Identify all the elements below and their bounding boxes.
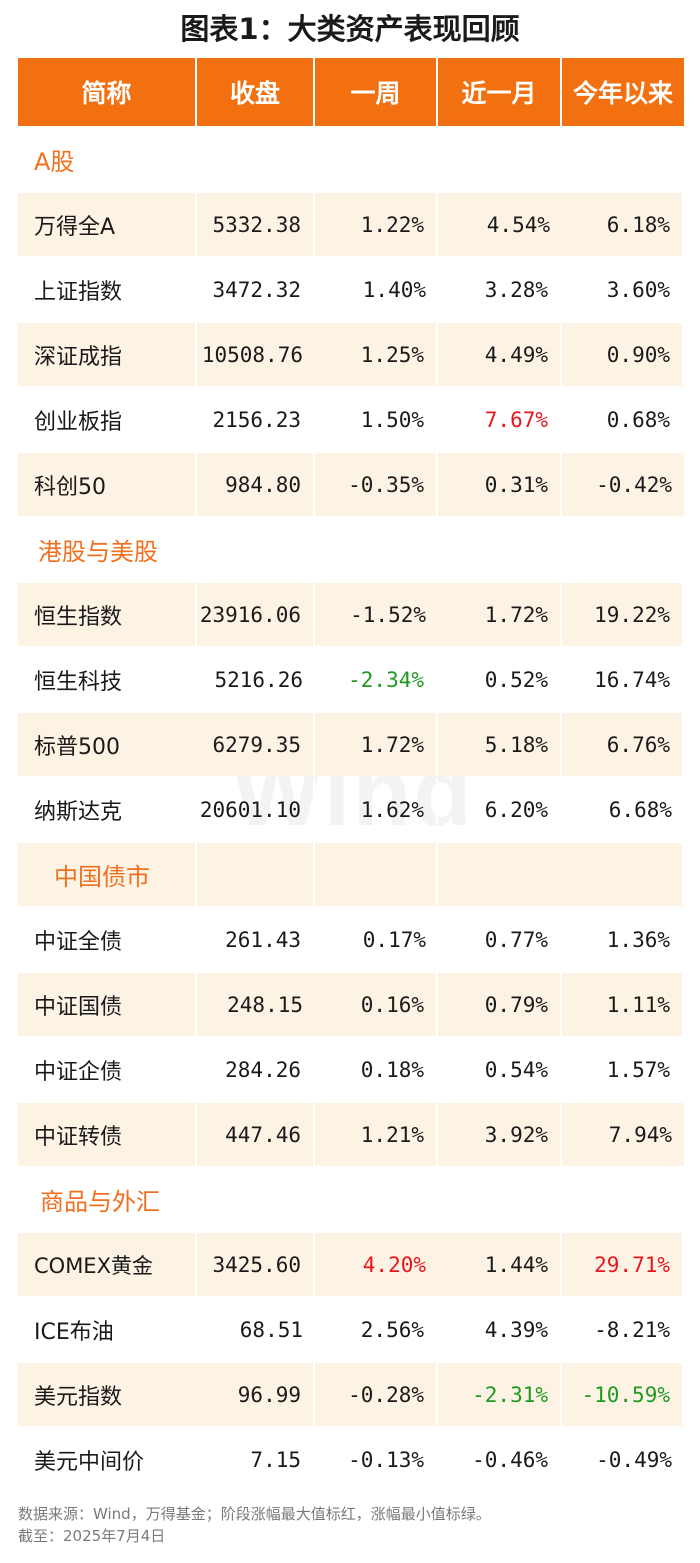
cell-week: -1.52%: [315, 583, 438, 646]
cell-ytd: -0.49%: [596, 1447, 672, 1472]
cell-close: 20601.10: [197, 778, 315, 841]
cell-week-min: -2.34%: [315, 648, 438, 711]
cell-week: 1.21%: [315, 1103, 438, 1166]
table-footer: 数据来源：Wind，万得基金；阶段涨幅最大值标红，涨幅最小值标绿。 截至：202…: [18, 1503, 688, 1547]
cell-ytd: 1.36%: [562, 908, 684, 971]
cell-ytd-min: -10.59%: [562, 1363, 684, 1426]
cell-month-max: 7.67%: [438, 388, 562, 451]
cell-close: 10508.76: [197, 323, 315, 386]
cell-month: 0.52%: [438, 648, 562, 711]
cell-close: 7.15: [197, 1428, 315, 1491]
cell-close: 5332.38: [197, 193, 315, 256]
cell-week: -0.35%: [315, 453, 438, 516]
cell-ytd: 6.18%: [562, 193, 684, 256]
cell-close: 5216.26: [214, 667, 303, 692]
table-row-name: ICE布油: [18, 1298, 197, 1361]
cell-close: 984.80: [197, 453, 315, 516]
cell-week: 0.16%: [315, 973, 438, 1036]
table-row-name: 纳斯达克: [18, 778, 197, 841]
cell-ytd: 0.90%: [562, 323, 684, 386]
cell-close: 261.43: [197, 908, 315, 971]
cell-close: 68.51: [239, 1317, 303, 1342]
table-row-name: 美元中间价: [18, 1428, 197, 1491]
cell-month-min: -2.31%: [438, 1363, 562, 1426]
cell-week: -0.28%: [315, 1363, 438, 1426]
table-row-name: COMEX黄金: [18, 1233, 197, 1296]
section-label-a-share: A股: [18, 128, 197, 191]
cell-ytd: 6.76%: [562, 713, 684, 776]
cell-month: 3.92%: [438, 1103, 562, 1166]
cell-close: 447.46: [197, 1103, 315, 1166]
table-row-name: 标普500: [18, 713, 197, 776]
section-label-china-bonds: 中国债市: [18, 843, 197, 906]
cell-month: 5.18%: [438, 713, 562, 776]
cell-close: 96.99: [197, 1363, 315, 1426]
table-title: 图表1：大类资产表现回顾: [180, 12, 520, 46]
cell-week: 2.56%: [315, 1298, 438, 1361]
asset-table: 简称 收盘 一周 近一月 今年以来 A股 万得全A 5332.38 1.22% …: [18, 58, 684, 1491]
cell-close: 23916.06: [197, 583, 315, 646]
cell-month: 0.31%: [438, 453, 562, 516]
header-name: 简称: [18, 58, 197, 128]
header-ytd: 今年以来: [562, 58, 684, 128]
cell-week: 1.22%: [315, 193, 438, 256]
table-row-name: 中证全债: [18, 908, 197, 971]
cell-week: 0.17%: [362, 927, 426, 952]
cell-ytd: 7.94%: [562, 1103, 684, 1166]
cell-month: 4.39%: [438, 1298, 562, 1361]
cell-month: 3.28%: [438, 258, 562, 321]
cell-close: 284.26: [197, 1038, 315, 1101]
table-row-name: 上证指数: [18, 258, 197, 321]
cell-month: 6.20%: [438, 778, 562, 841]
cell-month: 0.54%: [438, 1038, 562, 1101]
cell-ytd: 1.57%: [562, 1038, 684, 1101]
cell-week: 1.50%: [315, 388, 438, 451]
cell-ytd: 16.74%: [562, 648, 684, 711]
table-row-name: 中证企债: [34, 1059, 123, 1085]
cell-month: 4.54%: [438, 193, 562, 256]
cell-ytd: 3.60%: [562, 258, 684, 321]
section-label-commodities-fx: 商品与外汇: [18, 1168, 197, 1231]
header-week: 一周: [315, 58, 438, 128]
as-of-date: 截至：2025年7月4日: [18, 1527, 166, 1545]
cell-ytd-max: 29.71%: [562, 1233, 684, 1296]
cell-week: 1.40%: [362, 277, 426, 302]
cell-close: 248.15: [197, 973, 315, 1036]
cell-week: 1.72%: [315, 713, 438, 776]
table-row-name: 深证成指: [18, 323, 197, 386]
cell-close: 2156.23: [197, 388, 315, 451]
cell-week-max: 4.20%: [315, 1233, 438, 1296]
cell-month: 0.79%: [438, 973, 562, 1036]
cell-week: 1.25%: [315, 323, 438, 386]
cell-month: -0.46%: [438, 1428, 562, 1491]
cell-ytd: 6.68%: [608, 797, 672, 822]
cell-close: 6279.35: [197, 713, 315, 776]
cell-close: 3472.32: [197, 258, 315, 321]
source-note: 数据来源：Wind，万得基金；阶段涨幅最大值标红，涨幅最小值标绿。: [18, 1505, 491, 1523]
cell-ytd: 19.22%: [562, 583, 684, 646]
table-row-name: 科创50: [18, 453, 197, 516]
table-row-name: 恒生科技: [18, 648, 197, 711]
cell-week: -0.13%: [315, 1428, 438, 1491]
header-month: 近一月: [438, 58, 562, 128]
cell-ytd: 1.11%: [562, 973, 684, 1036]
table-row-name: 万得全A: [18, 193, 197, 256]
cell-month: 1.72%: [438, 583, 562, 646]
cell-month: 0.77%: [438, 908, 562, 971]
table-row-name: 中证转债: [18, 1103, 197, 1166]
cell-month: 4.49%: [438, 323, 562, 386]
cell-close: 3425.60: [197, 1233, 315, 1296]
section-label-hk-us: 港股与美股: [18, 518, 197, 581]
table-row-name: 恒生指数: [18, 583, 197, 646]
cell-week: 0.18%: [315, 1038, 438, 1101]
table-row-name: 中证国债: [18, 973, 197, 1036]
cell-ytd: -0.42%: [562, 453, 684, 516]
table-row-name: 美元指数: [18, 1363, 197, 1426]
table-row-name: 创业板指: [34, 409, 123, 435]
header-close: 收盘: [197, 58, 315, 128]
cell-month: 1.44%: [438, 1233, 562, 1296]
cell-ytd: -8.21%: [562, 1298, 684, 1361]
cell-ytd: 0.68%: [562, 388, 684, 451]
cell-week: 1.62%: [315, 778, 438, 841]
